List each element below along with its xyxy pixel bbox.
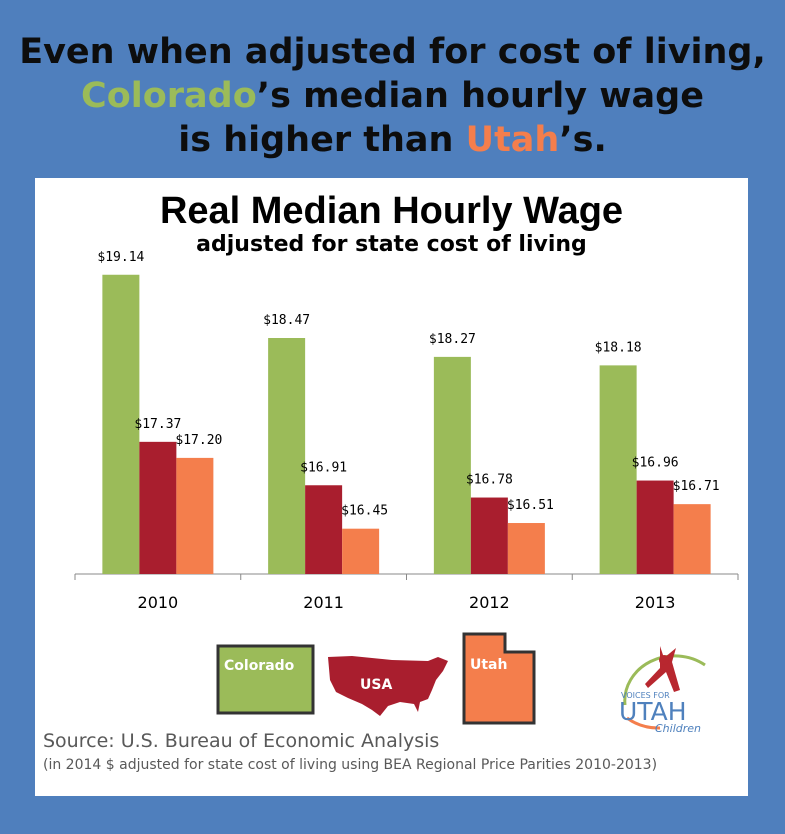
- headline-line-2: Colorado’s median hourly wage: [0, 74, 785, 118]
- source-text: Source: U.S. Bureau of Economic Analysis: [43, 730, 440, 752]
- bar-utah-2010: [176, 457, 214, 574]
- logo-arc-icon: [623, 654, 706, 706]
- x-tick-label: 2010: [138, 593, 179, 612]
- headline-text: ’s median hourly wage: [256, 76, 704, 116]
- data-label: $17.37: [134, 417, 181, 432]
- x-tick-label: 2013: [635, 593, 676, 612]
- logo-arc-icon: [626, 716, 661, 730]
- data-label: $16.91: [300, 460, 347, 475]
- chart-subtitle: adjusted for state cost of living: [196, 232, 587, 257]
- bar-usa-2010: [139, 441, 177, 574]
- data-label: $16.45: [341, 504, 388, 519]
- bar-utah-2012: [507, 523, 545, 574]
- voices-for-utah-logo: VOICES FOR UTAH Children: [619, 646, 706, 735]
- data-label: $18.47: [263, 313, 310, 328]
- logo-text-top: VOICES FOR: [621, 691, 670, 700]
- logo-figure-icon: [645, 646, 680, 692]
- bar-usa-2013: [636, 480, 674, 574]
- legend-utah-shape: [462, 632, 536, 725]
- headline-line-3: is higher than Utah’s.: [0, 118, 785, 162]
- logo-head-icon: [659, 655, 669, 665]
- bar-utah-2011: [342, 528, 380, 574]
- utah-highlight: Utah: [465, 120, 560, 160]
- data-label: $17.20: [175, 433, 222, 448]
- source-note: (in 2014 $ adjusted for state cost of li…: [43, 757, 658, 773]
- data-label: $16.78: [466, 473, 513, 488]
- x-tick-label: 2012: [469, 593, 510, 612]
- bar-colorado-2011: [268, 338, 306, 574]
- bar-colorado-2012: [433, 356, 471, 574]
- data-label: $16.96: [632, 456, 679, 471]
- logo-text-main: UTAH: [619, 697, 687, 726]
- headline-line-1: Even when adjusted for cost of living,: [19, 32, 766, 72]
- data-label: $19.14: [97, 250, 144, 265]
- legend-utah-label: Utah: [470, 657, 507, 673]
- legend-colorado-label: Colorado: [224, 658, 295, 674]
- legend-colorado-swatch: [216, 644, 315, 715]
- bar-usa-2012: [470, 497, 508, 574]
- data-label: $18.18: [595, 340, 642, 355]
- logo-text-bottom: Children: [655, 722, 701, 735]
- headline-text: ’s.: [559, 120, 607, 160]
- legend: Colorado USA Utah: [216, 632, 536, 725]
- bar-usa-2011: [305, 485, 343, 574]
- bar-colorado-2010: [102, 274, 140, 574]
- bar-utah-2013: [673, 504, 711, 574]
- chart-title: Real Median Hourly Wage: [159, 190, 624, 232]
- colorado-highlight: Colorado: [81, 76, 257, 116]
- headline-text: is higher than: [178, 120, 466, 160]
- data-label: $16.51: [507, 498, 554, 513]
- headline: Even when adjusted for cost of living, C…: [0, 30, 785, 162]
- bar-colorado-2013: [599, 365, 637, 574]
- data-label: $18.27: [429, 332, 476, 347]
- data-label: $16.71: [673, 479, 720, 494]
- x-tick-label: 2011: [303, 593, 344, 612]
- legend-usa-label: USA: [360, 677, 392, 693]
- legend-usa-map: [328, 656, 448, 716]
